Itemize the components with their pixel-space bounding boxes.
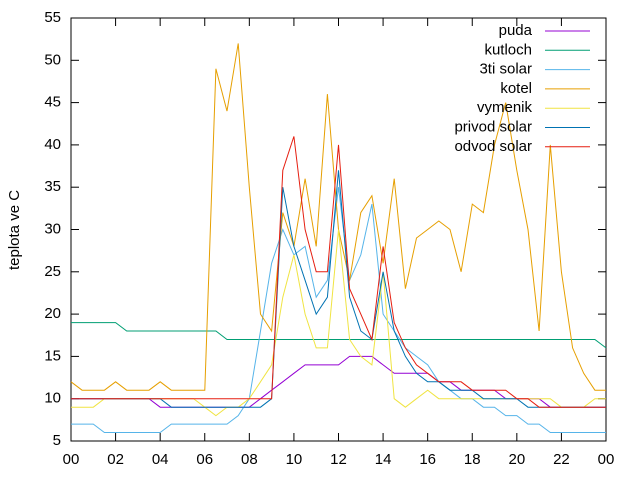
x-tick-label: 00 xyxy=(63,451,80,468)
legend-label: 3ti solar xyxy=(479,61,532,78)
y-tick-label: 20 xyxy=(44,305,61,322)
y-tick-label: 5 xyxy=(53,432,61,449)
x-tick-label: 06 xyxy=(196,451,213,468)
legend-label: puda xyxy=(499,22,533,39)
series-line xyxy=(71,229,606,417)
x-tick-label: 18 xyxy=(464,451,481,468)
x-tick-label: 14 xyxy=(375,451,392,468)
y-tick-label: 55 xyxy=(44,9,61,26)
y-tick-label: 50 xyxy=(44,51,61,68)
y-tick-label: 15 xyxy=(44,347,61,364)
legend-label: kotel xyxy=(500,80,532,97)
legend-label: odvod solar xyxy=(454,138,532,155)
y-axis-label: teplota ve C xyxy=(6,190,23,270)
legend-label: privod solar xyxy=(454,118,532,135)
series-line xyxy=(71,170,606,408)
y-tick-label: 10 xyxy=(44,390,61,407)
x-tick-label: 12 xyxy=(330,451,347,468)
x-tick-label: 04 xyxy=(152,451,169,468)
x-tick-label: 20 xyxy=(508,451,525,468)
x-tick-label: 10 xyxy=(286,451,303,468)
legend-label: vymenik xyxy=(477,99,533,116)
y-tick-label: 45 xyxy=(44,94,61,111)
x-tick-label: 02 xyxy=(107,451,124,468)
legend-label: kutloch xyxy=(484,41,532,58)
y-tick-label: 30 xyxy=(44,220,61,237)
series-line xyxy=(71,136,606,408)
series-line xyxy=(71,187,606,433)
x-tick-label: 08 xyxy=(241,451,258,468)
series-line xyxy=(71,322,607,349)
y-tick-label: 40 xyxy=(44,136,61,153)
y-tick-label: 25 xyxy=(44,263,61,280)
y-tick-label: 35 xyxy=(44,178,61,195)
series-line xyxy=(71,355,606,408)
x-tick-label: 16 xyxy=(419,451,436,468)
x-tick-label: 22 xyxy=(553,451,570,468)
x-tick-label: 00 xyxy=(598,451,615,468)
